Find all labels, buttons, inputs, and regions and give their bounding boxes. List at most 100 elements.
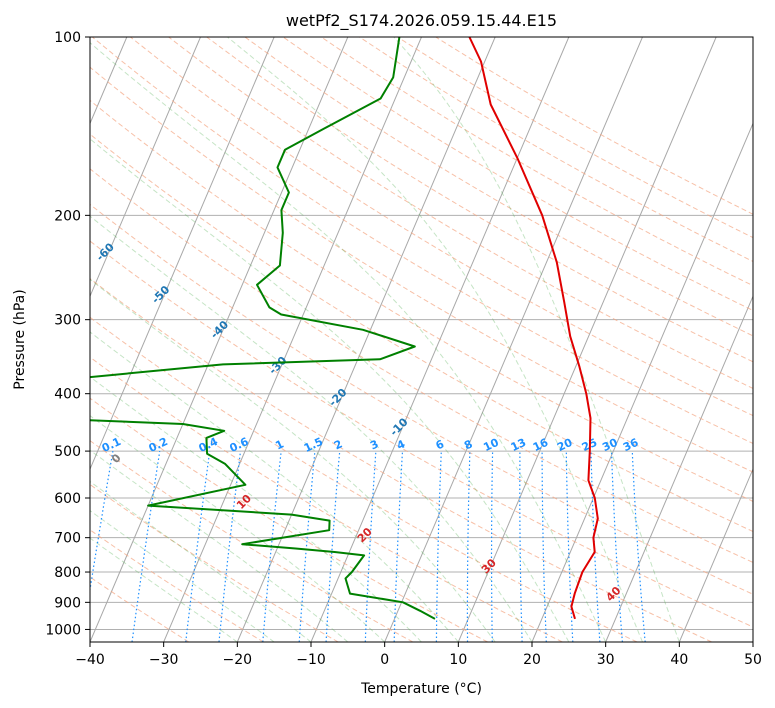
mixing-ratio-line (262, 451, 282, 642)
y-tick-label: 600 (54, 491, 81, 507)
dry-adiabat-line (282, 37, 753, 312)
dry-adiabat-line (244, 37, 753, 337)
mixing-ratio-label: 36 (621, 436, 641, 454)
dry-adiabat-label: 30 (479, 556, 499, 576)
background-lines (90, 37, 753, 642)
isotherm-label: -50 (149, 283, 172, 306)
moist-adiabat-line (90, 415, 386, 642)
mixing-ratio-line (218, 451, 242, 642)
x-tick-label: 50 (744, 652, 762, 668)
x-tick-label: −40 (75, 652, 105, 668)
x-tick-label: −10 (296, 652, 326, 668)
mixing-ratio-label: 20 (555, 436, 575, 454)
dry-adiabat-line (90, 529, 264, 642)
dry-adiabat-line (206, 37, 753, 363)
mixing-ratio-line (435, 451, 442, 642)
isotherm-line (236, 37, 496, 642)
y-tick-label: 800 (54, 565, 81, 581)
isotherm-label: -60 (94, 240, 117, 263)
mixing-ratio-line (631, 451, 646, 642)
isotherm-line (163, 37, 422, 642)
isotherm-line (605, 295, 753, 642)
isotherm-line (90, 37, 275, 471)
chart-title: wetPf2_S174.2026.059.15.44.E15 (286, 11, 557, 31)
x-tick-label: 0 (380, 652, 389, 668)
mixing-ratio-label: 0.2 (147, 435, 170, 455)
dry-adiabat-label: 20 (355, 525, 375, 545)
dry-adiabat-line (90, 66, 753, 473)
dry-adiabat-label: 10 (234, 492, 254, 512)
profile-lines (90, 37, 599, 620)
mixing-ratio-label: 8 (462, 437, 474, 452)
dry-adiabat-line (90, 168, 753, 563)
dry-adiabat-line (90, 278, 712, 642)
isotherm-line (752, 640, 753, 642)
mixing-ratio-line (131, 451, 161, 642)
x-axis-label: Temperature (°C) (360, 681, 482, 697)
plot-frame (89, 36, 754, 643)
moist-adiabat-line (90, 480, 312, 642)
mixing-ratio-line (185, 451, 211, 642)
moist-adiabat-line (227, 37, 643, 642)
isotherm-line (678, 467, 753, 642)
mixing-ratio-label: 1.5 (302, 435, 325, 455)
reference-line-labels: 0.10.20.40.611.52346810131620253036-100-… (0, 139, 641, 604)
y-tick-label: 700 (54, 531, 81, 547)
x-tick-label: 20 (523, 652, 541, 668)
dry-adiabat-line (90, 99, 753, 502)
mixing-ratio-line (90, 450, 114, 594)
temperature-profile-line (468, 37, 599, 620)
dry-adiabat-line (90, 203, 753, 595)
mixing-ratio-label: 0.6 (227, 435, 250, 455)
x-tick-label: −20 (223, 652, 253, 668)
mixing-ratio-line (590, 451, 601, 642)
y-tick-label: 200 (54, 208, 81, 224)
dry-adiabat-line (90, 397, 488, 642)
x-tick-label: 30 (597, 652, 615, 668)
dry-adiabat-line (90, 316, 638, 642)
dry-adiabat-line (90, 240, 753, 628)
axis-ticks: −40 −30 −20 −10 0 10 20 30 40 5010020030040050060… (45, 30, 762, 668)
dry-adiabat-line (90, 576, 190, 642)
mixing-ratio-label: 3 (368, 437, 380, 452)
moist-adiabat-line (90, 331, 459, 642)
dry-adiabat-line (90, 356, 563, 642)
mixing-ratio-line (466, 451, 471, 642)
y-tick-label: 300 (54, 313, 81, 329)
isotherm-line (457, 37, 717, 642)
y-tick-label: 400 (54, 387, 81, 403)
x-tick-label: 40 (670, 652, 688, 668)
mixing-ratio-label: 2 (332, 437, 344, 452)
dry-adiabat-line (90, 440, 414, 642)
moist-adiabat-line (393, 37, 680, 642)
y-tick-label: 1000 (45, 622, 81, 638)
dry-adiabat-line (91, 37, 753, 445)
dry-adiabat-label: 40 (603, 584, 623, 604)
isotherm-label: -80 (0, 139, 13, 162)
dry-adiabat-line (168, 37, 753, 389)
isotherm-line (384, 37, 643, 642)
mixing-ratio-label: 13 (509, 436, 528, 454)
mixing-ratio-label: 10 (481, 436, 501, 454)
isotherm-line (90, 37, 201, 298)
moist-adiabat-line (90, 215, 533, 642)
x-tick-label: −30 (149, 652, 179, 668)
mixing-ratio-label: 6 (434, 437, 447, 452)
x-tick-label: 10 (449, 652, 467, 668)
mixing-ratio-line (298, 451, 316, 642)
y-tick-label: 500 (54, 444, 81, 460)
dry-adiabat-line (90, 133, 753, 533)
moist-adiabat-line (90, 449, 349, 642)
y-tick-label: 100 (54, 30, 81, 46)
mixing-ratio-line (490, 451, 494, 642)
mixing-ratio-line (565, 451, 574, 642)
dewpoint-profile-line (90, 37, 436, 620)
isotherm-label: -10 (387, 415, 410, 438)
moist-adiabat-line (90, 509, 275, 642)
moist-adiabat-line (90, 278, 496, 642)
y-tick-label: 900 (54, 595, 81, 611)
isotherm-label: -30 (266, 354, 289, 377)
isotherm-line (531, 122, 753, 642)
isotherm-line (90, 37, 349, 642)
